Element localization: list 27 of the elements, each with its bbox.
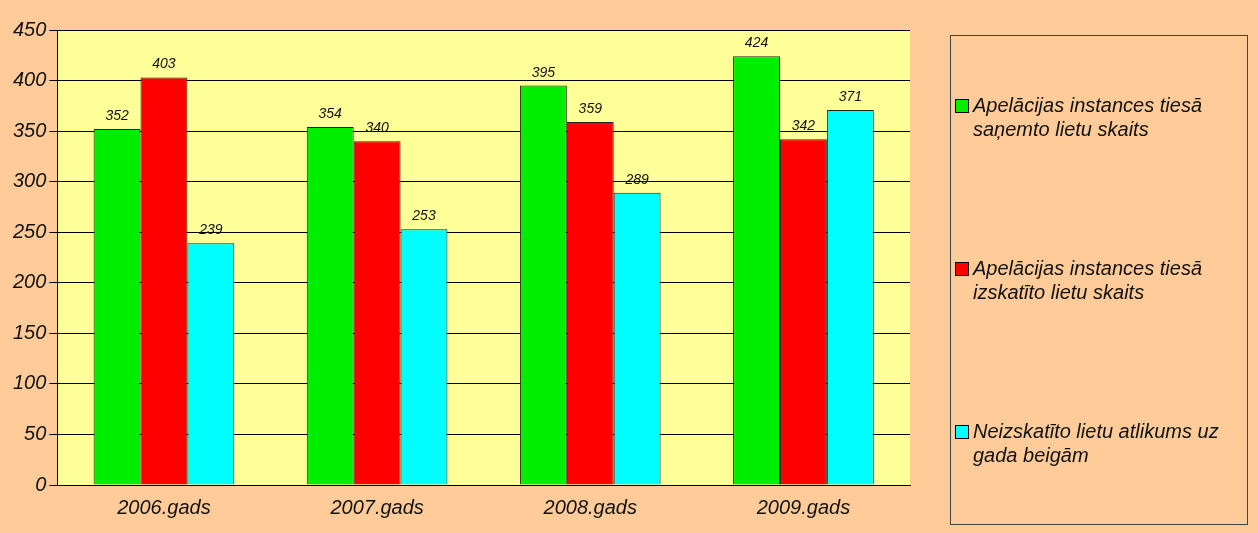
data-label: 359 — [578, 99, 603, 116]
x-tick-label: 2006.gads — [116, 495, 211, 518]
data-label: 403 — [152, 55, 176, 72]
y-tick-label: 350 — [12, 118, 47, 141]
y-tick-label: 50 — [24, 422, 47, 445]
data-label: 352 — [105, 106, 129, 123]
y-tick-label: 400 — [12, 68, 47, 91]
y-tick-label: 250 — [11, 219, 47, 242]
y-tick-label: 200 — [11, 270, 47, 293]
y-tick-label: 450 — [12, 17, 47, 40]
data-label: 371 — [838, 87, 862, 104]
x-tick-label: 2007.gads — [329, 495, 424, 518]
legend-label: Neizskatīto lietu atlikums uz gada beigām — [973, 418, 1220, 467]
y-tick-label: 300 — [12, 169, 47, 192]
data-label: 253 — [411, 207, 436, 224]
data-label: 354 — [318, 104, 343, 121]
x-tick-label: 2009.gads — [755, 495, 851, 518]
y-tick-label: 150 — [12, 320, 47, 343]
data-label: 395 — [531, 63, 556, 80]
legend-label: Apelācijas instances tiesā izskatīto lietu skaits — [973, 256, 1203, 304]
y-tick-label: 100 — [12, 371, 47, 394]
data-label: 424 — [744, 34, 769, 51]
x-tick-label: 2008.gads — [542, 495, 637, 518]
data-label: 342 — [791, 117, 816, 134]
y-tick-label: 0 — [35, 472, 47, 495]
data-label: 340 — [365, 119, 389, 136]
legend-label: Apelācijas instances tiesā saņemto lietu skaits — [973, 93, 1203, 142]
